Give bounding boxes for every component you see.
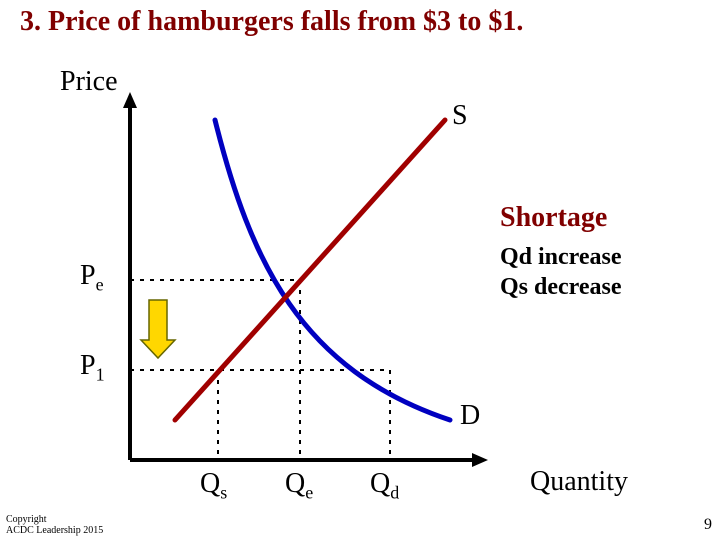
p1-sub: 1	[96, 365, 105, 385]
pe-label: Pe	[80, 260, 104, 296]
copyright-notice: Copyright ACDC Leadership 2015	[6, 514, 103, 536]
qe-sub: e	[305, 483, 313, 503]
y-axis-label: Price	[60, 66, 118, 98]
qd-letter: Q	[370, 468, 390, 499]
copyright-line1: Copyright	[6, 514, 47, 525]
supply-curve-label: S	[452, 100, 468, 132]
copyright-line2: ACDC Leadership 2015	[6, 525, 103, 536]
qe-label: Qe	[285, 468, 313, 504]
qd-increase-label: Qd increase	[500, 244, 622, 271]
qs-decrease-label: Qs decrease	[500, 274, 622, 301]
x-axis-label: Quantity	[530, 466, 628, 498]
pe-sub: e	[96, 275, 104, 295]
qs-label: Qs	[200, 468, 227, 504]
qs-letter: Q	[200, 468, 220, 499]
qd-sub: d	[390, 483, 399, 503]
qe-letter: Q	[285, 468, 305, 499]
page-number: 9	[704, 516, 712, 534]
pe-letter: P	[80, 260, 96, 291]
p1-label: P1	[80, 350, 105, 386]
qs-sub: s	[220, 483, 227, 503]
shortage-label: Shortage	[500, 202, 607, 234]
p1-letter: P	[80, 350, 96, 381]
qd-label: Qd	[370, 468, 399, 504]
demand-curve-label: D	[460, 400, 480, 432]
